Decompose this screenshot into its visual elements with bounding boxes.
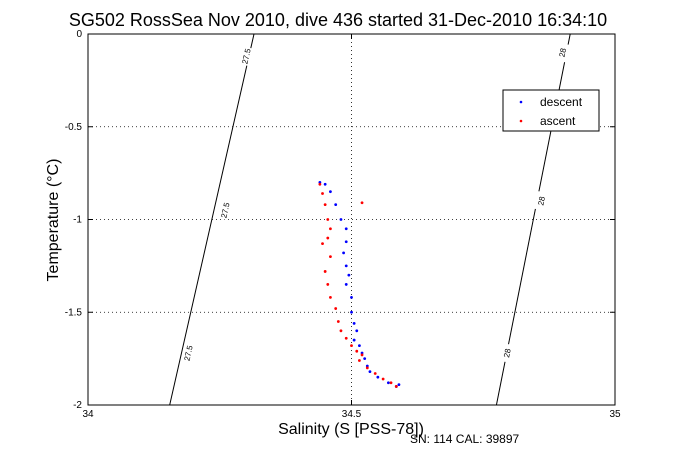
- data-point-descent: [347, 273, 351, 277]
- legend-marker-ascent: [519, 119, 523, 123]
- data-point-ascent: [339, 329, 343, 333]
- data-point-ascent: [373, 372, 377, 375]
- data-point-descent: [363, 357, 367, 361]
- data-point-ascent: [358, 359, 361, 362]
- y-axis-ticks: 0 -0.5 -1 -1.5 -2: [65, 29, 615, 411]
- data-point-ascent: [321, 242, 324, 246]
- data-point-descent: [358, 344, 361, 348]
- data-point-ascent: [389, 381, 393, 385]
- data-point-descent: [352, 338, 356, 342]
- data-point-descent: [344, 240, 348, 244]
- isopycnal-label-bg: [555, 42, 569, 63]
- x-tick-label: 34: [82, 409, 94, 420]
- data-point-descent: [344, 283, 348, 286]
- legend-marker-descent: [519, 100, 523, 104]
- legend: descent ascent: [502, 89, 600, 132]
- isopycnal-label: 28: [558, 47, 569, 58]
- legend-box: [502, 89, 600, 132]
- isopycnal-line: [169, 33, 255, 406]
- y-axis-label: Temperature (°C): [45, 159, 62, 282]
- data-point-ascent: [321, 192, 324, 195]
- isopycnal-label: 28: [536, 195, 547, 206]
- data-point-descent: [376, 375, 380, 379]
- data-point-descent: [344, 227, 348, 231]
- data-point-descent: [368, 370, 372, 374]
- data-point-ascent: [355, 349, 359, 353]
- isopycnal-label-bg: [239, 46, 253, 67]
- chart-title: SG502 RossSea Nov 2010, dive 436 started…: [69, 10, 607, 30]
- data-point-descent: [344, 264, 348, 268]
- data-point-descent: [397, 383, 401, 386]
- isopycnal-label-bg: [500, 343, 514, 363]
- isopycnal-label: 27.5: [219, 201, 231, 219]
- data-point-descent: [329, 190, 332, 194]
- isopycnal-label-bg: [218, 200, 232, 221]
- x-tick-label: 35: [609, 409, 621, 420]
- data-point-ascent: [394, 385, 398, 388]
- data-point-descent: [323, 182, 327, 186]
- isopycnal-label-bg: [534, 191, 548, 211]
- data-point-ascent: [350, 344, 353, 348]
- x-tick-label: 34.5: [342, 409, 362, 420]
- data-point-descent: [350, 296, 353, 299]
- x-axis-label: Salinity (S [PSS-78]): [278, 421, 424, 438]
- isopycnal-label: 28: [502, 347, 513, 358]
- data-point-ascent: [334, 307, 338, 310]
- data-point-ascent: [323, 270, 327, 273]
- data-point-ascent: [329, 227, 332, 231]
- serial-cal-text: SN: 114 CAL: 39897: [410, 432, 520, 446]
- series-ascent: [318, 182, 398, 388]
- data-point-ascent: [336, 320, 340, 323]
- legend-label-ascent: ascent: [540, 114, 576, 128]
- data-point-ascent: [318, 182, 322, 186]
- y-tick-label: -1.5: [65, 307, 83, 318]
- y-tick-label: -1: [73, 215, 82, 226]
- x-axis-ticks: 34 34.5 35: [82, 34, 621, 420]
- isopycnal-label-bg: [181, 343, 196, 363]
- data-point-ascent: [326, 218, 330, 221]
- y-tick-label: -2: [73, 400, 82, 411]
- data-point-ascent: [365, 366, 369, 370]
- data-point-ascent: [323, 203, 327, 207]
- y-tick-label: 0: [76, 29, 82, 40]
- data-point-ascent: [326, 283, 330, 286]
- data-point-descent: [350, 310, 353, 314]
- data-point-descent: [355, 329, 359, 333]
- data-point-ascent: [329, 296, 332, 299]
- isopycnal-label: 27.5: [240, 47, 252, 65]
- isopycnal-label: 27.5: [183, 344, 195, 362]
- data-point-ascent: [360, 201, 364, 205]
- data-point-descent: [334, 203, 338, 207]
- data-point-ascent: [360, 353, 364, 357]
- y-tick-label: -0.5: [65, 122, 83, 133]
- data-point-descent: [352, 321, 356, 325]
- data-point-ascent: [326, 236, 330, 240]
- legend-label-descent: descent: [540, 95, 583, 109]
- data-point-ascent: [344, 336, 348, 340]
- data-point-descent: [342, 251, 345, 255]
- data-point-ascent: [381, 377, 385, 381]
- data-point-descent: [386, 381, 390, 385]
- data-point-descent: [339, 218, 343, 221]
- data-point-ascent: [329, 255, 332, 258]
